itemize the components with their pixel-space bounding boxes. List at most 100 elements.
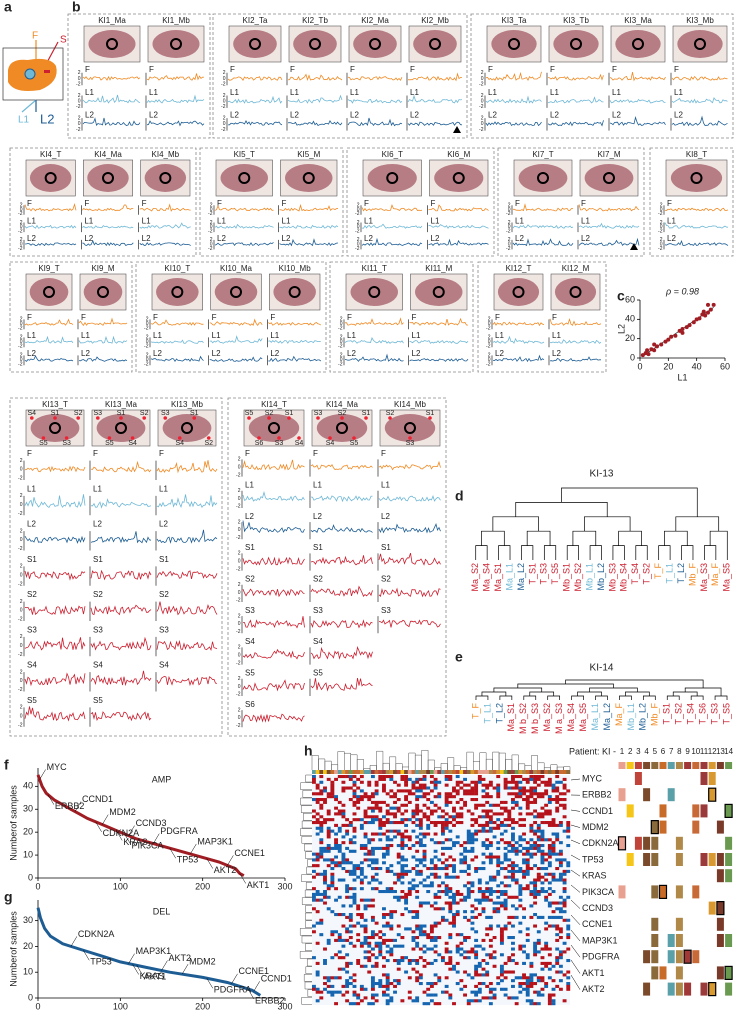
patient-number: 5 — [653, 747, 658, 756]
tissue — [316, 414, 368, 442]
tick-label: 2 — [357, 237, 360, 243]
heatmap-cell — [533, 775, 538, 779]
heatmap-cell — [411, 887, 416, 891]
heatmap-cell — [418, 832, 423, 836]
heatmap-cell — [422, 944, 427, 948]
marker-label: S1 — [285, 410, 294, 417]
leaf-label: T_S4 — [686, 703, 696, 725]
heatmap-cell — [315, 821, 320, 825]
signal-trace — [671, 97, 728, 104]
track-label: L2 — [27, 234, 36, 243]
sample-label: KI10_Mb — [279, 264, 312, 273]
heatmap-cell — [337, 846, 342, 850]
gene-label: PDGFRA — [582, 952, 620, 962]
heatmap-cell — [499, 964, 504, 968]
gene-label: AKT1 — [582, 968, 605, 978]
signal-trace — [227, 120, 283, 126]
heatmap-cell — [547, 849, 552, 853]
heatmap-cell — [404, 777, 409, 781]
heatmap-cell — [459, 987, 464, 991]
heatmap-cell — [529, 812, 534, 816]
patient-bar — [477, 770, 482, 774]
heatmap-cell — [503, 970, 508, 974]
tick-label: 0 — [238, 715, 241, 721]
heatmap-cell — [547, 993, 552, 997]
patient-number: 8 — [677, 747, 682, 756]
heatmap-cell — [389, 844, 394, 848]
signal-trace — [78, 356, 128, 362]
heatmap-cell — [503, 867, 508, 871]
heatmap-cell — [356, 875, 361, 879]
sample-circle — [386, 172, 399, 184]
alteration-bar — [634, 772, 642, 785]
heatmap-cell — [330, 875, 335, 879]
heatmap-cell — [566, 823, 571, 827]
heatmap-cell — [341, 938, 346, 942]
signal-trace — [409, 358, 469, 362]
heatmap-cell — [551, 901, 556, 905]
heatmap-cell — [385, 844, 390, 848]
patient-bar — [418, 770, 423, 774]
x-tick-label: 0 — [35, 1001, 40, 1011]
patient-bar — [415, 770, 420, 774]
heatmap-cell — [359, 872, 364, 876]
heatmap-cell — [389, 821, 394, 825]
heatmap-cell — [352, 775, 357, 779]
tick-label: 2 — [508, 237, 511, 243]
heatmap-cell — [330, 956, 335, 960]
marker-dot — [428, 416, 432, 420]
tick-label: 0 — [210, 207, 213, 213]
heatmap-cell — [529, 976, 534, 980]
group-box — [346, 147, 495, 257]
heatmap-cell — [330, 789, 335, 793]
heatmap-cell — [315, 970, 320, 974]
heatmap-cell — [470, 858, 475, 862]
tick-label: -2 — [338, 326, 343, 332]
heatmap-cell — [544, 809, 549, 813]
heatmap-cell — [323, 895, 327, 899]
heatmap-cell — [511, 835, 515, 839]
heatmap-cell — [348, 775, 353, 779]
heatmap-cell — [348, 786, 353, 790]
heatmap-cell — [485, 973, 490, 977]
tick-label: 0 — [238, 590, 241, 596]
heatmap-cell — [404, 795, 409, 799]
sample-label: KI4_Ma — [94, 150, 122, 159]
track-label: L2 — [550, 110, 559, 119]
heatmap-cell — [426, 933, 431, 937]
group-box — [329, 261, 474, 373]
heatmap-cell — [385, 913, 390, 917]
alteration-bar — [643, 788, 651, 802]
heatmap-cell — [536, 829, 541, 833]
heatmap-cell — [470, 921, 475, 925]
heatmap-cell — [433, 786, 438, 790]
heatmap-cell — [433, 849, 438, 853]
heatmap-cell — [533, 780, 538, 784]
sample-circle — [309, 38, 321, 50]
sample-circle — [512, 286, 525, 298]
heatmap-cell — [437, 858, 442, 862]
heatmap-cell — [326, 941, 331, 945]
heatmap-cell — [393, 890, 397, 894]
heatmap-cell — [525, 812, 530, 816]
patient-number: 2 — [628, 747, 633, 756]
heatmap-cell — [352, 841, 357, 845]
signal-trace — [578, 237, 640, 246]
heatmap-cell — [547, 821, 552, 825]
heatmap-cell — [315, 910, 320, 914]
patient-bar — [370, 770, 375, 774]
heatmap-cell — [359, 846, 364, 850]
heatmap-cell — [422, 1002, 427, 1006]
heatmap-cell — [429, 881, 434, 885]
tick-label: 2 — [20, 335, 23, 341]
heatmap-cell — [382, 852, 386, 856]
tick-label: -2 — [236, 504, 241, 510]
heatmap-cell — [433, 973, 438, 977]
heatmap-cell — [444, 890, 449, 894]
heatmap-cell — [485, 812, 490, 816]
heatmap-cell — [323, 849, 327, 853]
heatmap-cell — [396, 924, 401, 928]
heatmap-cell — [488, 982, 493, 986]
patient-bar — [551, 770, 556, 774]
heatmap-cell — [547, 881, 552, 885]
